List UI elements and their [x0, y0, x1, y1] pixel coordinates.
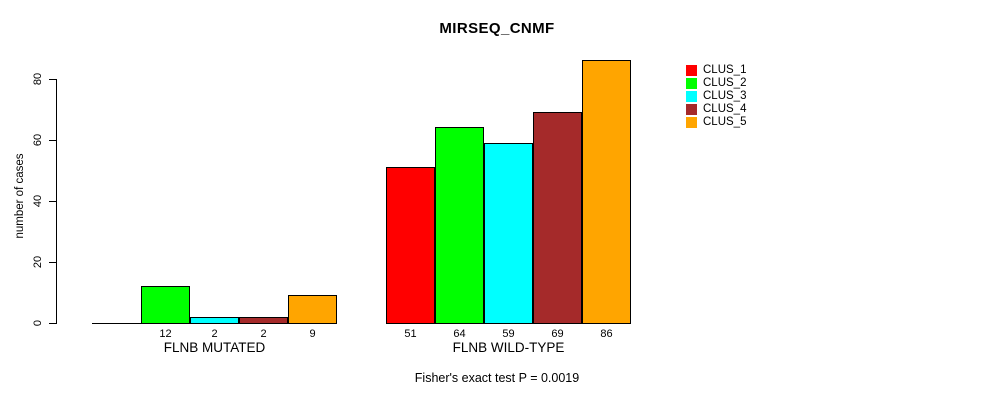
legend-swatch-icon — [686, 78, 697, 89]
legend-label: CLUS_3 — [703, 90, 747, 102]
legend-label: CLUS_4 — [703, 103, 747, 115]
bar-value-label: 51 — [404, 328, 417, 340]
legend: CLUS_1 CLUS_2 CLUS_3 CLUS_4 CLUS_5 — [686, 64, 747, 130]
legend-item-clus_1: CLUS_1 — [686, 64, 747, 76]
legend-swatch-icon — [686, 117, 697, 128]
legend-label: CLUS_2 — [703, 77, 747, 89]
bar-value-label: 64 — [453, 328, 466, 340]
legend-swatch-icon — [686, 104, 697, 115]
y-axis-tick — [49, 201, 56, 202]
legend-item-clus_4: CLUS_4 — [686, 103, 747, 115]
annotation-text: Fisher's exact test P = 0.0019 — [414, 371, 580, 385]
bar-clus_5-wildtype — [582, 60, 631, 324]
y-tick-label: 40 — [32, 194, 44, 208]
group-label: FLNB MUTATED — [163, 340, 266, 355]
legend-item-clus_3: CLUS_3 — [686, 90, 747, 102]
bar-value-label: 86 — [600, 328, 613, 340]
legend-item-clus_2: CLUS_2 — [686, 77, 747, 89]
bar-value-label: 12 — [159, 328, 172, 340]
legend-swatch-icon — [686, 65, 697, 76]
bar-clus_1-wildtype — [386, 167, 435, 324]
bar-clus_3-wildtype — [484, 143, 533, 324]
bar-clus_2-wildtype — [435, 127, 484, 324]
y-axis-tick — [49, 323, 56, 324]
chart-title: MIRSEQ_CNMF — [439, 20, 555, 37]
bar-clus_4-wildtype — [533, 112, 582, 324]
legend-label: CLUS_5 — [703, 116, 747, 128]
bar-clus_5-mutated — [288, 295, 337, 324]
y-tick-label: 20 — [32, 255, 44, 269]
group-label: FLNB WILD-TYPE — [452, 340, 565, 355]
y-axis-line — [56, 79, 57, 324]
bar-clus_4-mutated — [239, 317, 288, 324]
bar-value-label: 59 — [502, 328, 515, 340]
y-tick-label: 0 — [32, 319, 44, 327]
y-tick-label: 60 — [32, 133, 44, 147]
bar-clus_2-mutated — [141, 286, 190, 324]
y-axis-tick — [49, 262, 56, 263]
legend-swatch-icon — [686, 91, 697, 102]
y-axis-title: number of cases — [14, 153, 26, 239]
bar-value-label: 2 — [211, 328, 218, 340]
legend-label: CLUS_1 — [703, 64, 747, 76]
y-tick-label: 80 — [32, 72, 44, 86]
y-axis-tick — [49, 140, 56, 141]
bar-value-label: 2 — [260, 328, 267, 340]
bar-value-label: 69 — [551, 328, 564, 340]
legend-item-clus_5: CLUS_5 — [686, 116, 747, 128]
bar-clus_3-mutated — [190, 317, 239, 324]
bar-value-label: 9 — [309, 328, 316, 340]
bar-clus_1-mutated-zero-line — [92, 323, 141, 324]
y-axis-tick — [49, 79, 56, 80]
